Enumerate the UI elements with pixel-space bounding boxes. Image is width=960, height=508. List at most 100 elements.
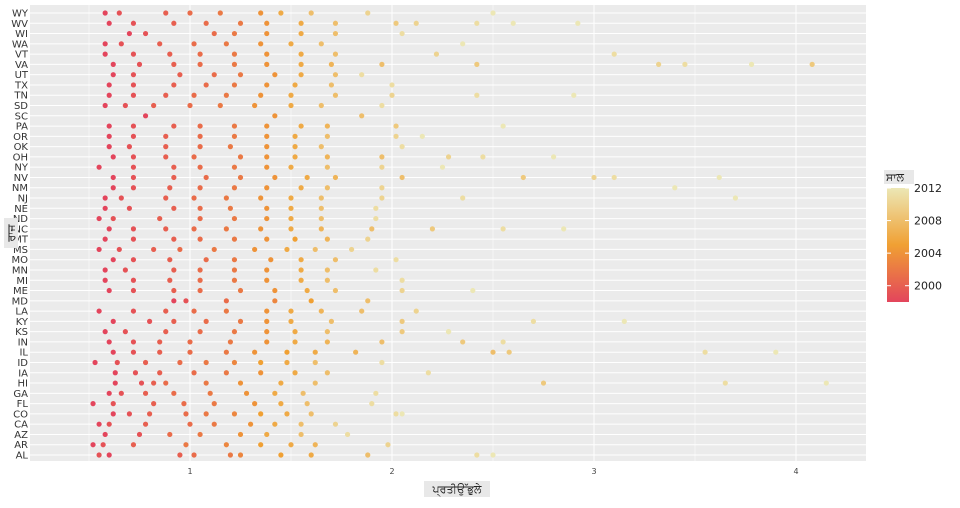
y-tick-label: AZ xyxy=(14,430,28,441)
data-point xyxy=(288,164,294,170)
data-point xyxy=(399,174,405,181)
data-point xyxy=(809,61,815,67)
y-tick-label: WA xyxy=(12,39,28,50)
data-point xyxy=(130,154,137,160)
data-point xyxy=(187,349,193,355)
data-point xyxy=(177,452,183,458)
data-point xyxy=(243,390,250,396)
data-point xyxy=(223,349,229,355)
data-point xyxy=(324,164,330,170)
data-point xyxy=(252,102,258,109)
data-point xyxy=(191,195,197,201)
data-point xyxy=(324,267,330,273)
data-point xyxy=(171,174,177,181)
data-point xyxy=(197,236,203,242)
data-point xyxy=(284,246,290,253)
data-point xyxy=(379,195,385,201)
y-tick-label: ID xyxy=(17,358,28,369)
data-point xyxy=(203,20,209,26)
data-point xyxy=(102,329,108,335)
data-point xyxy=(332,51,339,57)
data-point xyxy=(231,133,238,139)
y-tick-label: ND xyxy=(13,214,28,225)
y-tick-label: NE xyxy=(14,204,28,215)
data-point xyxy=(163,329,169,335)
data-point xyxy=(231,277,238,283)
data-point xyxy=(308,10,314,16)
data-point xyxy=(272,287,278,294)
data-point xyxy=(506,349,512,355)
data-point xyxy=(304,174,310,181)
data-point xyxy=(258,226,264,232)
data-point xyxy=(237,452,244,458)
y-tick-label: CA xyxy=(14,420,28,431)
y-tick-label: VT xyxy=(15,50,29,61)
y-tick-label: NV xyxy=(14,173,28,184)
data-point xyxy=(237,174,244,181)
data-point xyxy=(177,72,183,78)
data-point xyxy=(365,298,371,304)
data-point xyxy=(264,318,270,324)
data-point xyxy=(304,401,310,407)
data-point xyxy=(197,133,203,139)
data-point xyxy=(147,318,153,324)
data-point xyxy=(138,380,145,386)
data-point xyxy=(203,174,209,181)
data-point xyxy=(379,359,385,366)
data-point xyxy=(298,30,304,37)
data-point xyxy=(237,20,244,26)
data-point xyxy=(773,349,779,355)
data-point xyxy=(324,236,330,242)
y-tick-label: LA xyxy=(15,307,28,318)
data-point xyxy=(203,257,209,263)
y-tick-label: HI xyxy=(18,379,28,390)
data-point xyxy=(258,195,264,201)
data-point xyxy=(130,174,137,181)
y-tick-label: OH xyxy=(13,152,28,163)
data-point xyxy=(223,41,229,47)
data-point xyxy=(102,102,108,109)
data-point xyxy=(90,401,96,407)
data-point xyxy=(264,339,270,345)
data-point xyxy=(264,236,270,242)
data-point xyxy=(332,30,339,37)
data-point xyxy=(373,390,379,396)
data-point xyxy=(298,431,304,438)
data-point xyxy=(393,123,399,129)
data-point xyxy=(102,195,108,201)
data-point xyxy=(258,41,264,47)
data-point xyxy=(231,329,238,335)
data-point xyxy=(106,92,112,98)
data-point xyxy=(379,154,385,160)
data-point xyxy=(268,257,274,263)
data-point xyxy=(130,236,137,242)
data-point xyxy=(439,164,446,170)
data-point xyxy=(399,411,405,417)
data-point xyxy=(318,205,324,211)
y-tick-label: WV xyxy=(11,19,28,30)
data-point xyxy=(231,164,238,170)
y-tick-label: SD xyxy=(14,101,28,112)
data-point xyxy=(106,123,112,129)
data-point xyxy=(231,359,238,366)
data-point xyxy=(106,421,112,427)
data-point xyxy=(122,267,128,273)
data-point xyxy=(110,154,116,160)
data-point xyxy=(197,144,203,150)
y-tick-label: ME xyxy=(13,286,28,297)
y-tick-label: VA xyxy=(15,60,28,71)
data-point xyxy=(142,359,149,366)
data-point xyxy=(171,20,177,26)
data-point xyxy=(231,411,238,417)
data-point xyxy=(231,51,238,57)
y-tick-label: IA xyxy=(18,368,28,379)
data-point xyxy=(373,267,379,273)
data-point xyxy=(292,133,298,139)
data-point xyxy=(211,30,217,37)
data-point xyxy=(419,133,425,139)
data-point xyxy=(130,92,137,98)
data-point xyxy=(231,123,238,129)
data-point xyxy=(298,61,304,67)
data-point xyxy=(264,133,270,139)
data-point xyxy=(490,10,496,16)
